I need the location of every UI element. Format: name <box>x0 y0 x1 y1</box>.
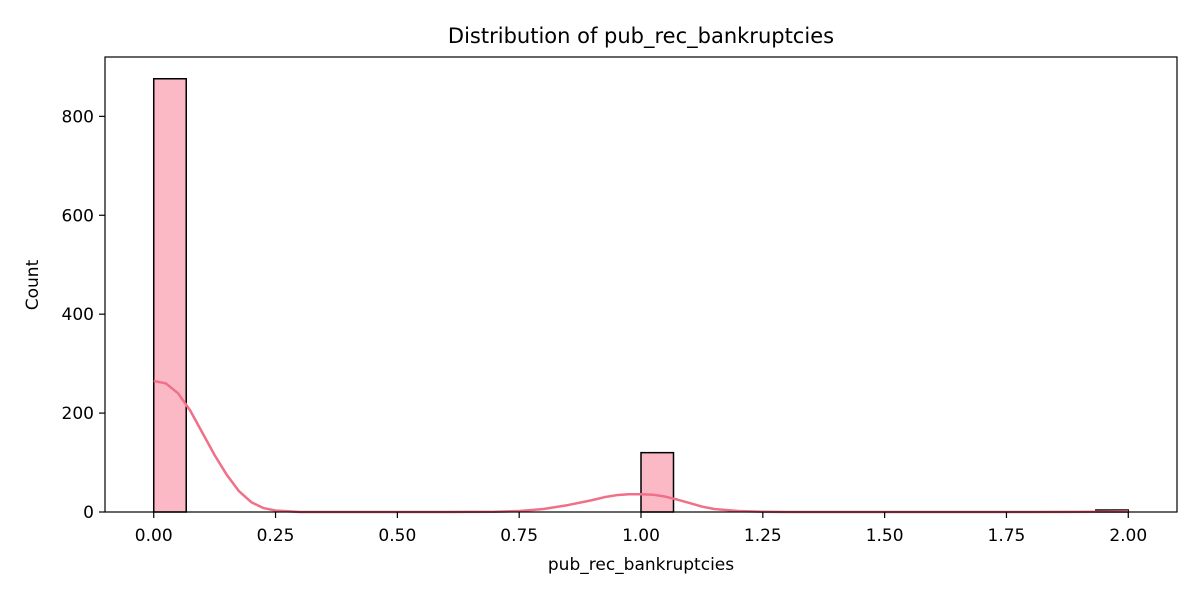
plot-frame <box>104 56 1178 513</box>
histogram-bar-1 <box>640 451 675 513</box>
x-tick-label-8: 2.00 <box>1109 526 1147 546</box>
x-tick-label-7: 1.75 <box>988 526 1026 546</box>
x-tick-label-6: 1.50 <box>866 526 904 546</box>
y-tick-label-4: 800 <box>62 107 94 127</box>
bars-layer <box>152 78 1130 513</box>
chart-title: Distribution of pub_rec_bankruptcies <box>448 24 834 49</box>
y-tick-label-0: 0 <box>83 503 94 523</box>
x-tick-label-1: 0.25 <box>257 526 295 546</box>
x-tick-label-5: 1.25 <box>744 526 782 546</box>
x-tick-label-4: 1.00 <box>622 526 660 546</box>
x-axis-label: pub_rec_bankruptcies <box>548 555 734 575</box>
y-tick-label-2: 400 <box>62 305 94 325</box>
x-tick-label-3: 0.75 <box>500 526 538 546</box>
y-axis-label: Count <box>23 259 43 310</box>
y-tick-label-3: 600 <box>62 206 94 226</box>
y-tick-label-1: 200 <box>62 404 94 424</box>
x-tick-label-0: 0.00 <box>135 526 173 546</box>
x-tick-label-2: 0.50 <box>378 526 416 546</box>
histogram-bar-0 <box>152 78 187 513</box>
ticks-layer: 0.00 0.25 0.50 0.75 1.00 1.25 1.50 1.75 2.00 0 200… <box>62 107 1148 546</box>
